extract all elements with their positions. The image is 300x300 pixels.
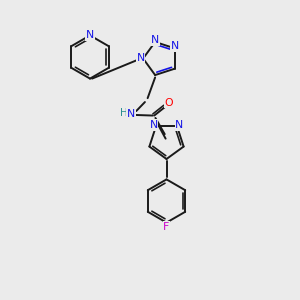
Text: N: N [86, 30, 94, 40]
Text: N: N [151, 35, 159, 45]
Text: N: N [149, 120, 158, 130]
Text: H: H [120, 108, 128, 118]
Text: O: O [164, 98, 173, 108]
Text: N: N [176, 120, 184, 130]
Text: F: F [164, 221, 169, 232]
Text: N: N [170, 41, 179, 51]
Text: N: N [136, 53, 145, 64]
Text: N: N [127, 109, 135, 119]
